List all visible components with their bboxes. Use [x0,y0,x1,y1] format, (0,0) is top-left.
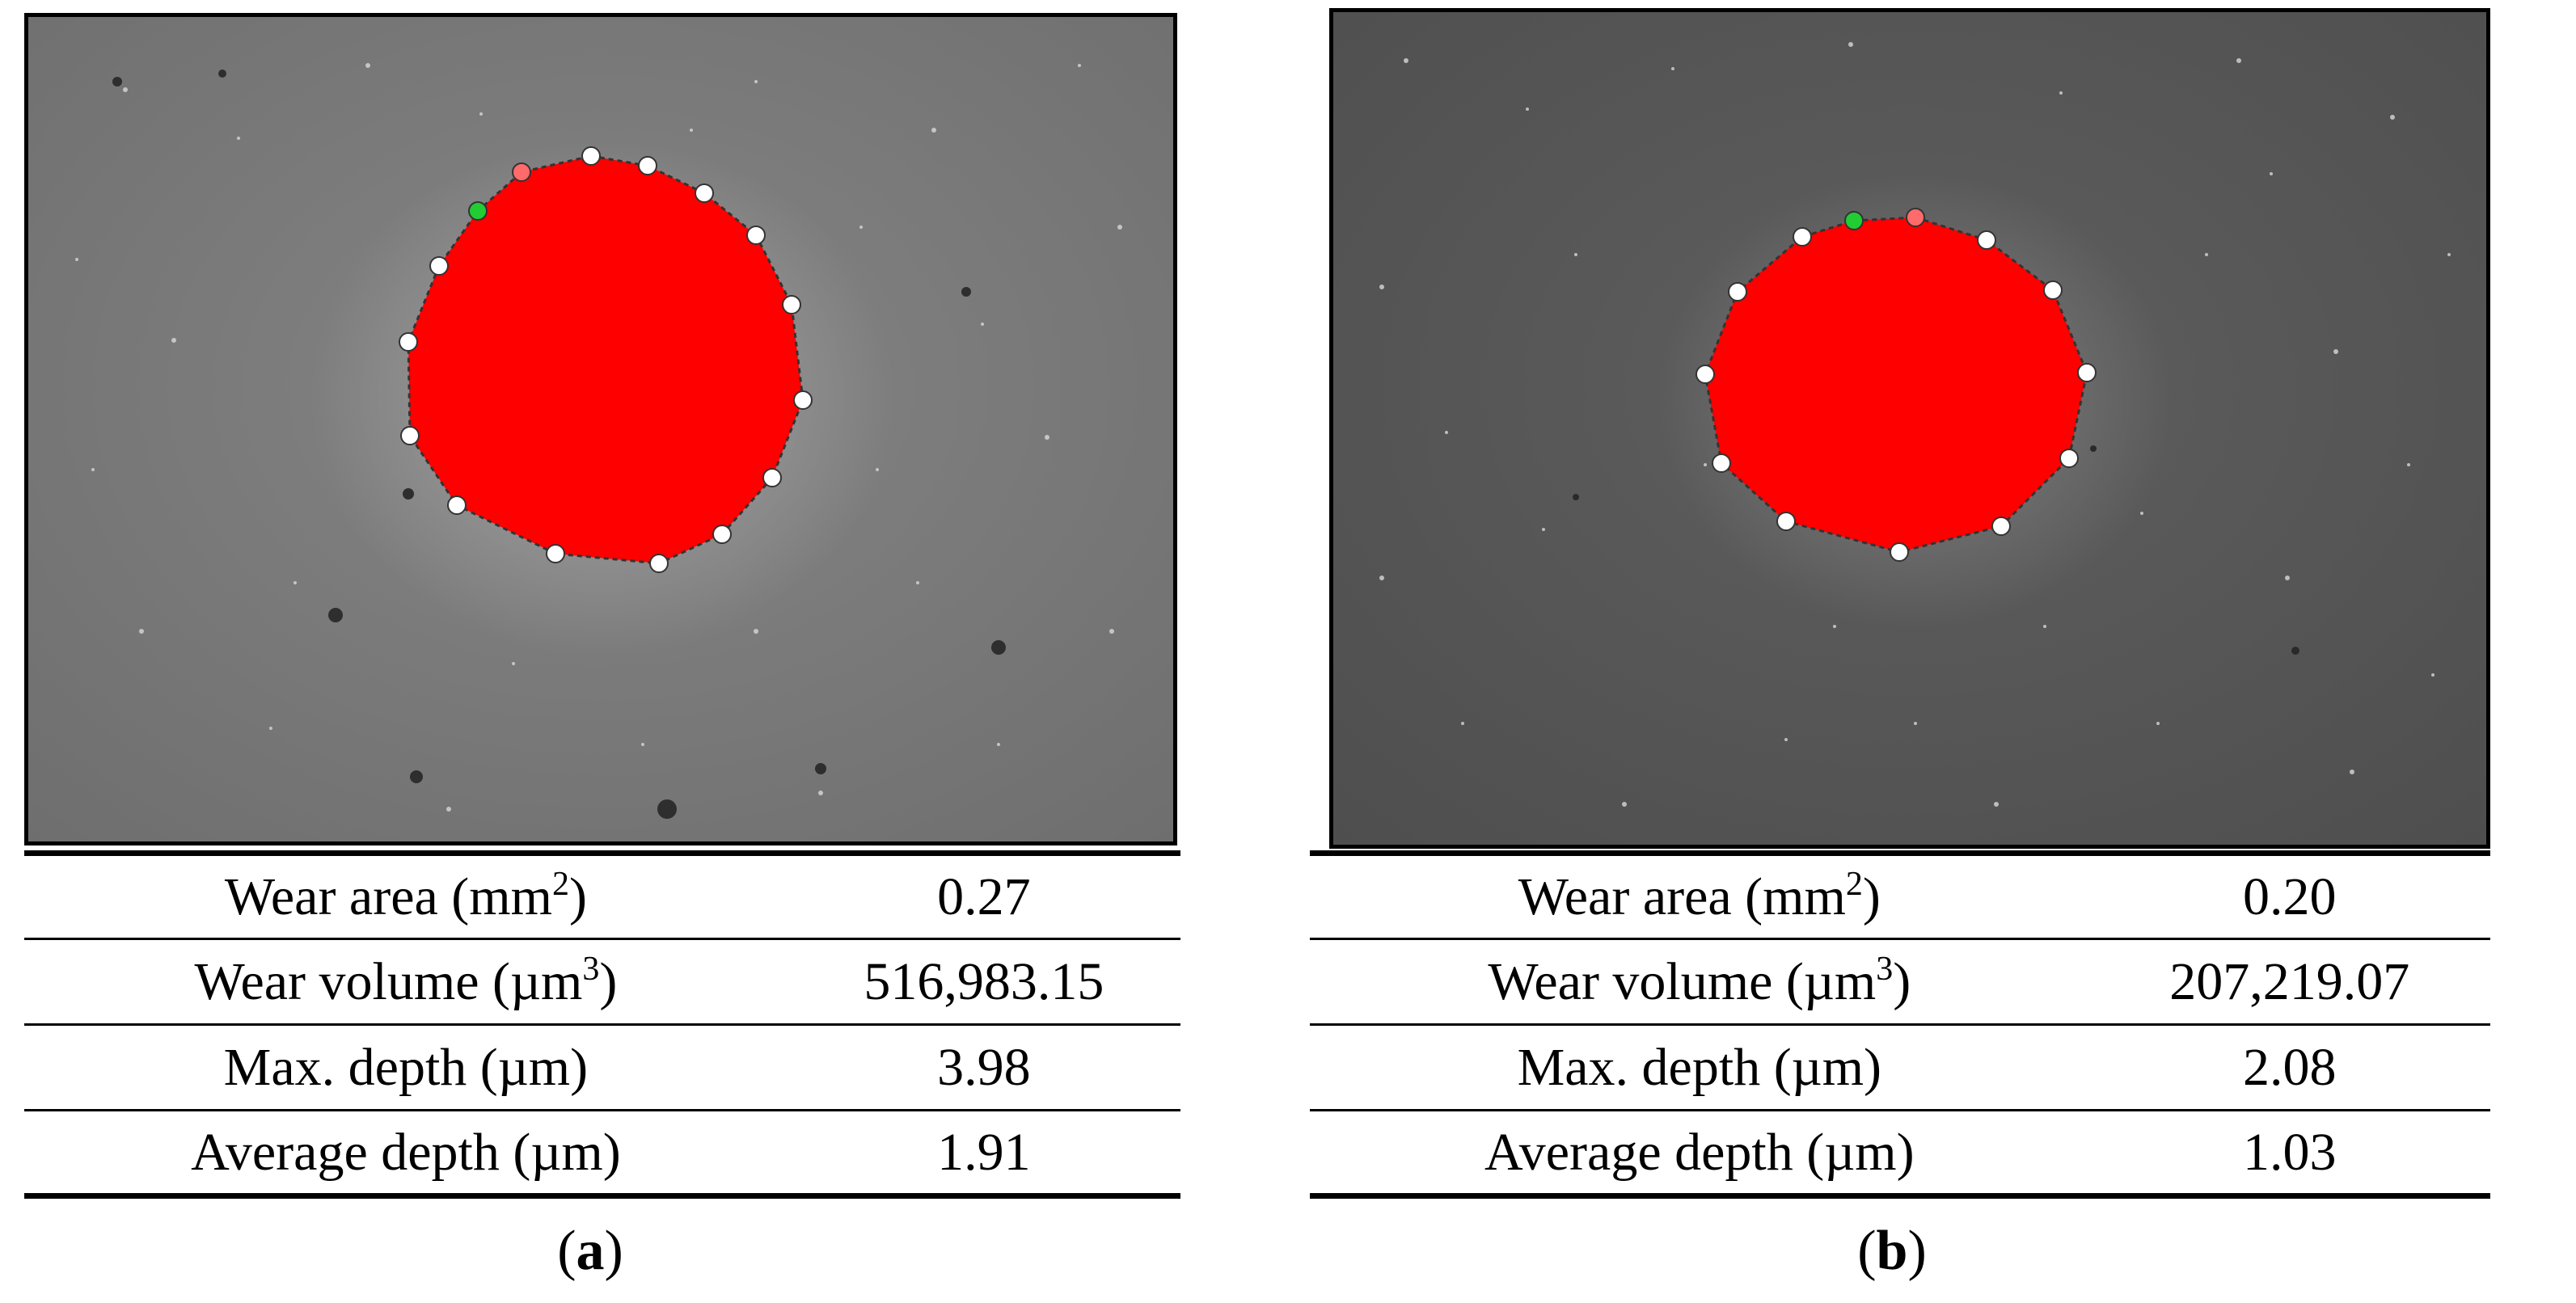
caption-b: (b) [1857,1220,1927,1282]
surface-particles [1379,42,2451,807]
row-value: 1.91 [787,1110,1180,1199]
boundary-markers [399,146,813,573]
table-row: Wear volume (µm3) 207,219.07 [1310,938,2490,1026]
micrograph-a [24,13,1177,845]
surface-particles [75,63,1122,812]
table-row: Wear area (mm2) 0.27 [24,850,1180,940]
row-value: 2.08 [2088,1024,2490,1111]
table-row: Wear volume (µm3) 516,983.15 [24,938,1180,1026]
boundary-markers [1696,208,2097,562]
table-row: Average depth (µm) 1.91 [24,1110,1180,1199]
wear-table-b: Wear area (mm2) 0.20 Wear volume (µm3) 2… [1310,850,2490,1199]
table-row: Max. depth (µm) 2.08 [1310,1024,2490,1111]
table-row: Wear area (mm2) 0.20 [1310,850,2490,940]
micrograph-b [1329,8,2490,849]
table-row: Max. depth (µm) 3.98 [24,1024,1180,1111]
row-value: 3.98 [787,1024,1180,1111]
table-row: Average depth (µm) 1.03 [1310,1110,2490,1199]
row-value: 0.20 [2088,850,2490,940]
sem-image-a [28,17,1173,841]
row-label: Max. depth (µm) [1310,1024,2089,1111]
row-value: 207,219.07 [2088,938,2490,1026]
row-label: Wear volume (µm3) [1310,938,2089,1026]
row-label: Average depth (µm) [24,1110,788,1199]
row-value: 1.03 [2088,1110,2490,1199]
panel-b: Wear area (mm2) 0.20 Wear volume (µm3) 2… [1310,0,2506,1303]
row-value: 516,983.15 [787,938,1180,1026]
row-label: Average depth (µm) [1310,1110,2089,1199]
row-label: Wear area (mm2) [24,850,788,940]
panel-a: Wear area (mm2) 0.27 Wear volume (µm3) 5… [16,0,1213,1303]
surface-pits [1573,445,2299,655]
row-label: Wear area (mm2) [1310,850,2089,940]
row-label: Wear volume (µm3) [24,938,788,1026]
row-value: 0.27 [787,850,1180,940]
surface-pits [112,70,1006,819]
wear-region [1704,216,2088,554]
sem-image-b [1333,12,2486,845]
row-label: Max. depth (µm) [24,1024,788,1111]
wear-table-a: Wear area (mm2) 0.27 Wear volume (µm3) 5… [24,850,1180,1199]
caption-a: (a) [557,1220,623,1282]
